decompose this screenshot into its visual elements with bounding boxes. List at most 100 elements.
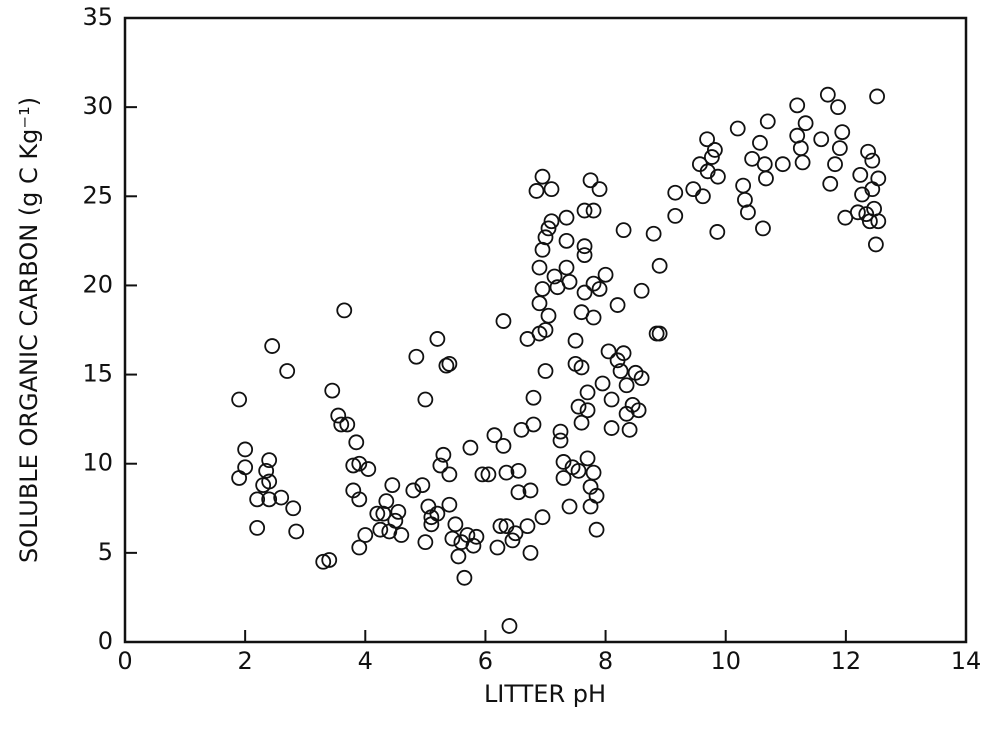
data-point xyxy=(703,149,720,165)
y-tick-label: 30 xyxy=(82,92,113,120)
data-point xyxy=(582,498,599,515)
data-point xyxy=(231,470,248,486)
data-point xyxy=(735,177,752,194)
data-point xyxy=(435,446,452,463)
x-tick-label: 2 xyxy=(238,647,253,675)
x-axis-label: LITTER pH xyxy=(484,680,606,708)
data-point xyxy=(576,238,593,255)
data-point xyxy=(351,539,368,556)
data-point xyxy=(600,343,617,360)
data-point xyxy=(522,482,539,499)
data-point xyxy=(707,142,723,158)
data-point xyxy=(852,166,869,183)
data-point xyxy=(525,389,542,406)
data-point xyxy=(264,338,281,354)
data-point xyxy=(339,416,356,433)
x-tick-label: 0 xyxy=(117,647,132,675)
data-point xyxy=(546,268,563,285)
data-point xyxy=(830,99,846,116)
data-point xyxy=(543,181,560,198)
data-point xyxy=(630,402,647,419)
data-point xyxy=(504,532,521,549)
data-point xyxy=(867,236,884,253)
data-point xyxy=(534,509,551,526)
data-point xyxy=(699,131,715,148)
data-point xyxy=(759,113,776,130)
data-point xyxy=(740,204,756,221)
x-tick-label: 8 xyxy=(598,647,613,675)
data-point xyxy=(834,124,851,141)
data-point xyxy=(492,518,509,535)
data-point xyxy=(648,325,665,342)
data-point xyxy=(360,461,377,477)
data-point xyxy=(561,273,578,290)
data-point xyxy=(633,282,650,299)
data-point xyxy=(393,527,410,543)
data-point xyxy=(531,259,548,276)
data-point xyxy=(273,489,290,506)
data-point xyxy=(709,224,726,240)
data-point xyxy=(822,175,839,192)
data-point xyxy=(321,552,338,568)
x-tick-label: 6 xyxy=(478,647,493,675)
data-point xyxy=(710,168,726,185)
data-point xyxy=(237,441,254,458)
y-tick-label: 25 xyxy=(82,181,113,209)
data-point xyxy=(612,363,629,379)
data-point xyxy=(336,302,353,319)
data-point xyxy=(438,357,455,374)
data-point xyxy=(495,313,512,329)
data-point xyxy=(582,172,599,189)
data-point xyxy=(405,482,422,499)
data-point xyxy=(597,266,614,283)
data-point xyxy=(585,464,602,481)
data-point xyxy=(555,470,572,486)
data-point xyxy=(543,213,560,230)
data-point xyxy=(627,364,644,381)
data-point xyxy=(330,407,347,424)
x-tick-label: 4 xyxy=(358,647,373,675)
plot-frame xyxy=(123,16,968,644)
data-point xyxy=(501,618,518,634)
data-point xyxy=(285,500,302,517)
data-point xyxy=(279,363,296,379)
data-point xyxy=(444,530,461,547)
data-point xyxy=(797,115,814,132)
data-point xyxy=(864,152,881,169)
y-tick-label: 20 xyxy=(82,270,113,298)
data-point xyxy=(576,202,593,219)
data-point xyxy=(261,452,278,469)
data-point xyxy=(588,521,605,538)
data-point xyxy=(462,439,479,456)
data-point xyxy=(441,466,458,483)
data-point xyxy=(827,156,843,173)
data-point xyxy=(667,184,684,201)
data-point xyxy=(414,477,431,494)
data-point xyxy=(447,516,464,533)
data-point xyxy=(756,156,773,173)
data-point xyxy=(603,420,620,436)
data-point xyxy=(324,382,341,399)
data-point xyxy=(570,398,587,415)
data-point xyxy=(534,168,551,185)
y-tick-label: 0 xyxy=(98,627,113,655)
data-point xyxy=(465,537,482,554)
data-point xyxy=(831,140,848,157)
data-point xyxy=(860,143,876,160)
data-point xyxy=(384,477,401,494)
data-point xyxy=(249,519,266,536)
data-point xyxy=(456,569,473,586)
data-point xyxy=(558,259,575,276)
data-point xyxy=(579,450,596,467)
data-point xyxy=(609,297,626,313)
data-point xyxy=(603,391,620,408)
data-point xyxy=(387,512,404,529)
data-point xyxy=(489,539,506,556)
x-tick-label: 14 xyxy=(951,647,982,675)
data-point xyxy=(474,466,491,483)
y-axis-label: SOLUBLE ORGANIC CARBON (g C Kg⁻¹) xyxy=(15,97,43,563)
data-point xyxy=(537,229,554,246)
data-point xyxy=(534,281,551,297)
data-point xyxy=(789,97,806,114)
